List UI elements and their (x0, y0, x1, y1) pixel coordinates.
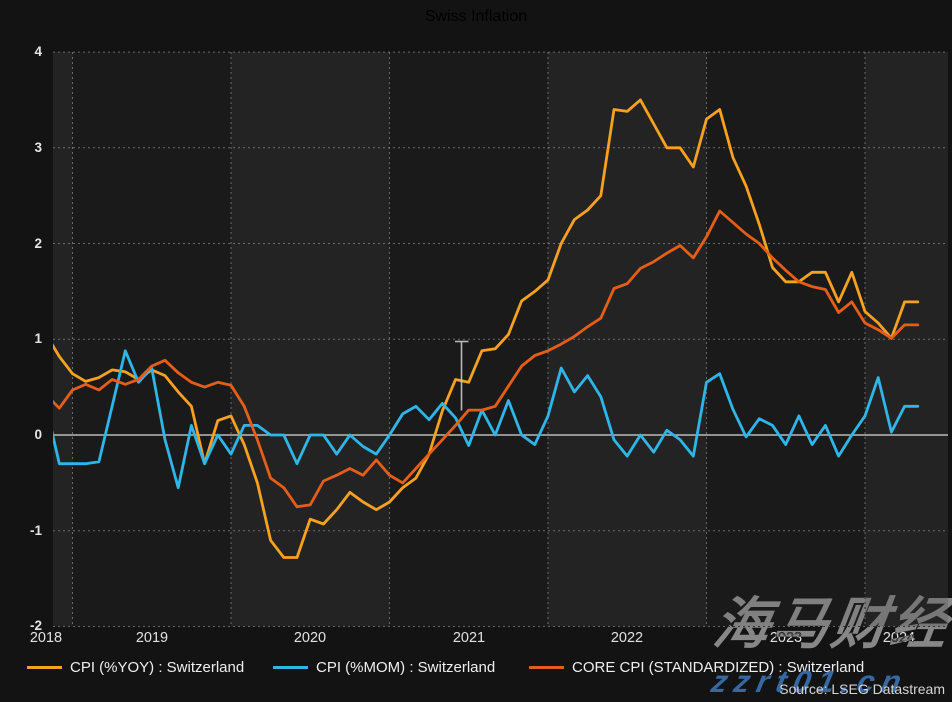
source-credit: Source: LSEG Datastream (779, 681, 945, 697)
y-tick-m2: -2 (29, 618, 42, 633)
year-band (865, 52, 948, 627)
x-tick-2018: 2018 (29, 630, 63, 646)
legend-swatch-yoy (27, 665, 62, 669)
y-tick-3: 3 (34, 140, 42, 155)
series-line-core-cpi (53, 209, 920, 509)
series-line-cpi-yoy (53, 98, 920, 559)
x-tick-2020: 2020 (293, 630, 327, 646)
legend-swatch-core (529, 665, 564, 669)
year-band (72, 52, 231, 627)
y-tick-2: 2 (34, 236, 42, 251)
legend-label-cpi-yoy: CPI (%YOY) : Switzerland (70, 658, 245, 676)
chart-title: Swiss Inflation (424, 8, 528, 25)
watermark-brand: 海马财经 (709, 592, 952, 655)
year-band (53, 52, 73, 627)
legend-label-core-cpi: CORE CPI (STANDARDIZED) : Switzerland (572, 658, 865, 676)
y-tick-1: 1 (34, 331, 42, 346)
year-band (706, 52, 865, 627)
series-lines (53, 98, 920, 559)
x-tick-2021: 2021 (452, 630, 486, 646)
x-tick-2023: 2023 (769, 630, 803, 646)
y-tick-m1: -1 (29, 523, 42, 538)
legend-item-cpi-yoy: CPI (%YOY) : Switzerland (27, 658, 244, 676)
x-tick-2019: 2019 (135, 630, 169, 646)
legend-item-core-cpi: CORE CPI (STANDARDIZED) : Switzerland (529, 658, 864, 676)
legend-item-cpi-mom: CPI (%MOM) : Switzerland (273, 658, 495, 676)
y-tick-4: 4 (34, 44, 42, 59)
x-tick-2024: 2024 (882, 630, 916, 646)
x-tick-2022: 2022 (610, 630, 644, 646)
y-tick-0: 0 (34, 427, 42, 442)
legend-swatch-mom (273, 665, 308, 669)
legend-label-cpi-mom: CPI (%MOM) : Switzerland (316, 658, 496, 676)
